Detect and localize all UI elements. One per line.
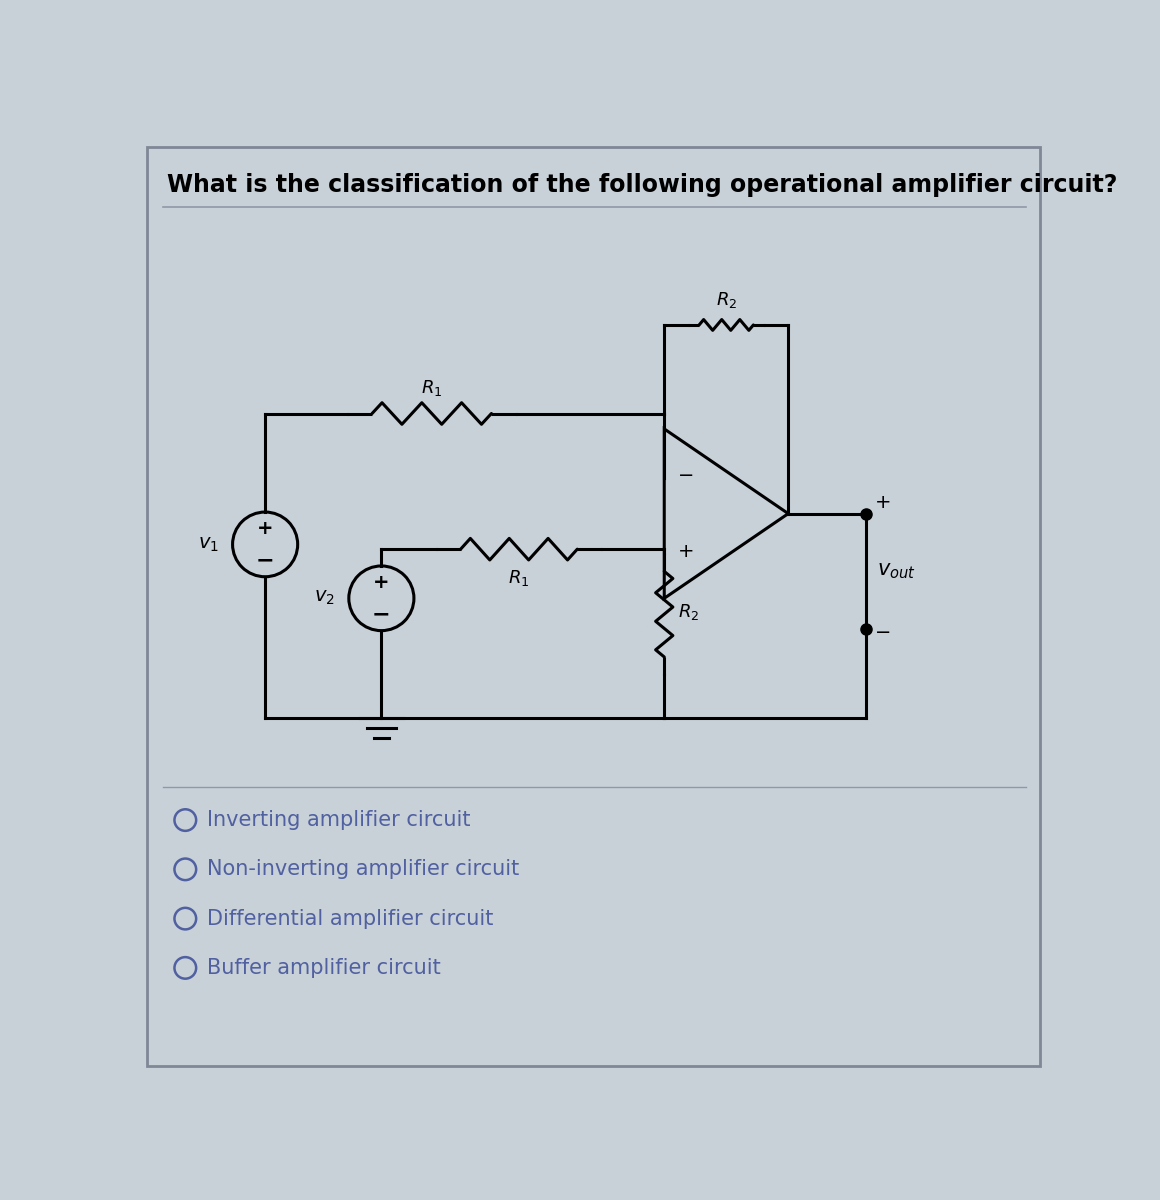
Text: Non-inverting amplifier circuit: Non-inverting amplifier circuit [206, 859, 520, 880]
Text: $v_2$: $v_2$ [314, 589, 335, 607]
Text: Inverting amplifier circuit: Inverting amplifier circuit [206, 810, 471, 830]
Text: $R_2$: $R_2$ [716, 289, 737, 310]
Text: $R_2$: $R_2$ [679, 602, 699, 623]
Text: +: + [679, 542, 695, 560]
Text: Differential amplifier circuit: Differential amplifier circuit [206, 908, 493, 929]
Text: $v_{out}$: $v_{out}$ [877, 562, 916, 581]
Text: +: + [875, 492, 892, 511]
Text: −: − [679, 467, 695, 485]
Text: −: − [372, 605, 391, 624]
Text: −: − [256, 551, 275, 570]
Text: $R_1$: $R_1$ [508, 568, 530, 588]
Text: What is the classification of the following operational amplifier circuit?: What is the classification of the follow… [167, 173, 1117, 197]
Text: +: + [374, 572, 390, 592]
Text: $R_1$: $R_1$ [421, 378, 442, 398]
Text: Buffer amplifier circuit: Buffer amplifier circuit [206, 958, 441, 978]
Text: +: + [256, 518, 274, 538]
Text: −: − [875, 624, 891, 642]
Text: $v_1$: $v_1$ [197, 535, 218, 553]
